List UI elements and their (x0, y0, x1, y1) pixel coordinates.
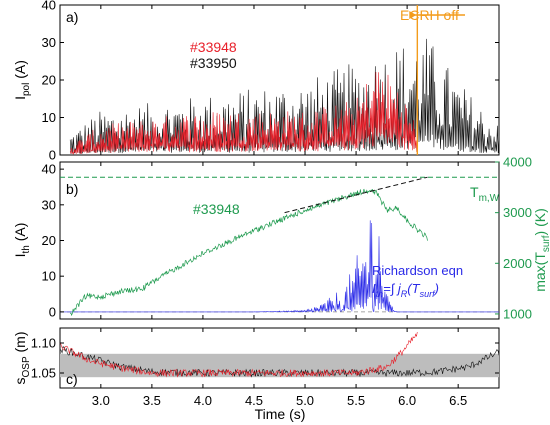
y-tick-label: 30 (42, 197, 56, 212)
richardson-series (60, 220, 499, 313)
y2-tick-label: 2000 (503, 256, 532, 271)
tm-label-main: T (470, 184, 479, 200)
y-tick-label: 0 (49, 148, 56, 163)
ylabel-a: Ipol (A) (12, 60, 32, 100)
panel-c-label: c) (66, 371, 78, 387)
y-tick-label: 10 (42, 269, 56, 284)
tm-label: Tm,W (470, 184, 500, 204)
ylabel-a-main: I (12, 96, 28, 100)
axes-ticks: 3.0 3.5 4.0 4.5 5.0 5.5 6.0 6.50102030400102030… (31, 0, 532, 408)
ylabel-c-unit: (m) (12, 331, 28, 356)
ecrh-off-arrowhead (409, 11, 417, 19)
formula-j-sub: R (401, 289, 408, 299)
formula-i-sub: th (376, 289, 384, 299)
x-tick-label: 6.0 (398, 393, 416, 408)
panel-a-label: a) (66, 9, 78, 25)
ylabel-a-unit: (A) (12, 60, 28, 83)
panel-a-series (69, 5, 500, 155)
ylabel-c-sub: OSP (21, 356, 32, 377)
y2label-end: ) (K) (532, 208, 548, 235)
formula-int: =∫ j (383, 281, 402, 296)
y-tick-label: 40 (42, 162, 56, 177)
ylabel-b: Ith (A) (12, 223, 32, 258)
sosp-series-33948 (59, 332, 418, 378)
ipol-series-33948 (69, 71, 418, 155)
sosp-reference-band (60, 353, 499, 378)
fit-dashed-line (284, 176, 428, 214)
richardson-label: Richardson eqn (372, 263, 463, 278)
formula-i: I (372, 281, 376, 296)
y-tick-label: 40 (42, 0, 56, 13)
xlabel: Time (s) (255, 406, 306, 422)
y2label-b: max(Tsurf) (K) (532, 208, 550, 292)
tsurf-series (70, 188, 428, 317)
y2-tick-label: 1000 (503, 306, 532, 321)
ylabel-a-sub: pol (21, 83, 32, 96)
y-tick-label: 20 (42, 233, 56, 248)
x-tick-label: 5.0 (296, 393, 314, 408)
formula-t: (T (407, 281, 420, 296)
legend-33948: #33948 (190, 39, 237, 55)
panel-c-series (59, 332, 500, 378)
ylabel-c: sOSP (m) (12, 331, 32, 384)
x-tick-label: 3.5 (143, 393, 161, 408)
ylabel-b-sub: th (21, 245, 32, 253)
x-tick-label: 4.5 (245, 393, 263, 408)
y-tick-label: 20 (42, 73, 56, 88)
x-tick-label: 6.5 (449, 393, 467, 408)
y-tick-label: 0 (49, 304, 56, 319)
y2-tick-label: 3000 (503, 205, 532, 220)
y-tick-label: 10 (42, 110, 56, 125)
y2label-sub: surf (541, 235, 550, 252)
legend-33950: #33950 (190, 55, 237, 71)
richardson-formula: Ith=∫ jR(Tsurf) (372, 281, 439, 299)
panel-b-series (60, 176, 499, 317)
formula-close: ) (433, 281, 439, 296)
y2-tick-label: 4000 (503, 155, 532, 170)
ylabel-b-main: I (12, 254, 28, 258)
y2label-main: max(T (532, 252, 548, 292)
y-tick-label: 1.05 (31, 366, 56, 381)
panel-b-label: b) (66, 181, 78, 197)
formula-t-sub: surf (420, 289, 437, 299)
ylabel-b-unit: (A) (12, 223, 28, 246)
x-tick-label: 4.0 (194, 393, 212, 408)
x-tick-label: 3.0 (92, 393, 110, 408)
y-tick-label: 30 (42, 35, 56, 50)
shot-label-33948: #33948 (193, 201, 240, 217)
x-tick-label: 5.5 (347, 393, 365, 408)
y-tick-label: 1.10 (31, 336, 56, 351)
tm-label-sub: m,W (479, 193, 500, 204)
ylabel-c-main: s (12, 378, 28, 385)
